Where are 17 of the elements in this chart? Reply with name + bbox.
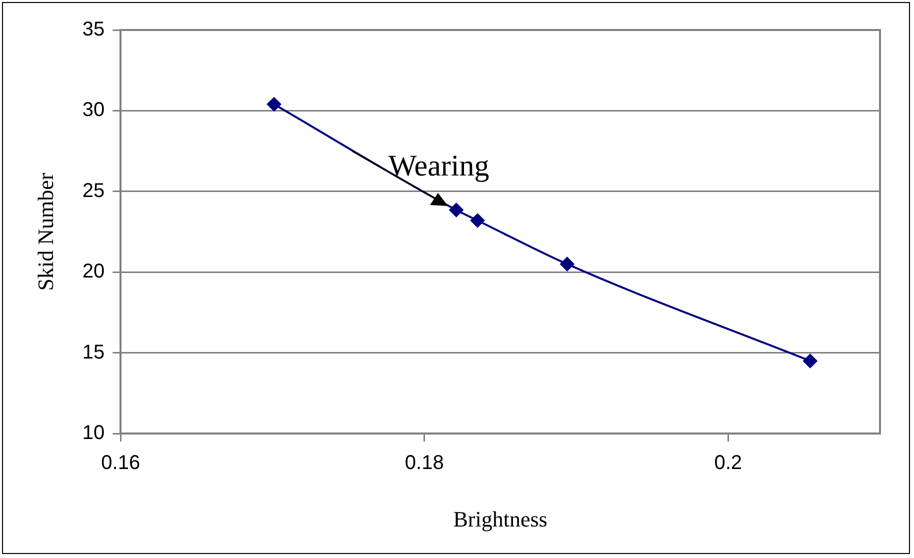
point xyxy=(449,203,464,218)
point xyxy=(560,257,574,272)
y-tick-label: 15 xyxy=(82,341,105,364)
y-tick-label: 10 xyxy=(82,422,105,444)
point xyxy=(470,214,485,228)
y-tick-label: 35 xyxy=(82,18,105,41)
x-tick-label: 0.2 xyxy=(714,452,742,474)
y-tick-label: 25 xyxy=(82,180,105,202)
point xyxy=(267,97,282,112)
point xyxy=(803,354,818,368)
y-tick-label: 20 xyxy=(82,260,105,283)
y-tick-label: 30 xyxy=(82,99,105,122)
x-tick-label: 0.16 xyxy=(101,452,140,474)
annotation: Wearing xyxy=(388,149,490,182)
y-axis-title: Skid Number xyxy=(32,172,58,291)
x-tick-label: 0.18 xyxy=(404,452,444,474)
x-axis-title: Brightness xyxy=(453,506,548,532)
